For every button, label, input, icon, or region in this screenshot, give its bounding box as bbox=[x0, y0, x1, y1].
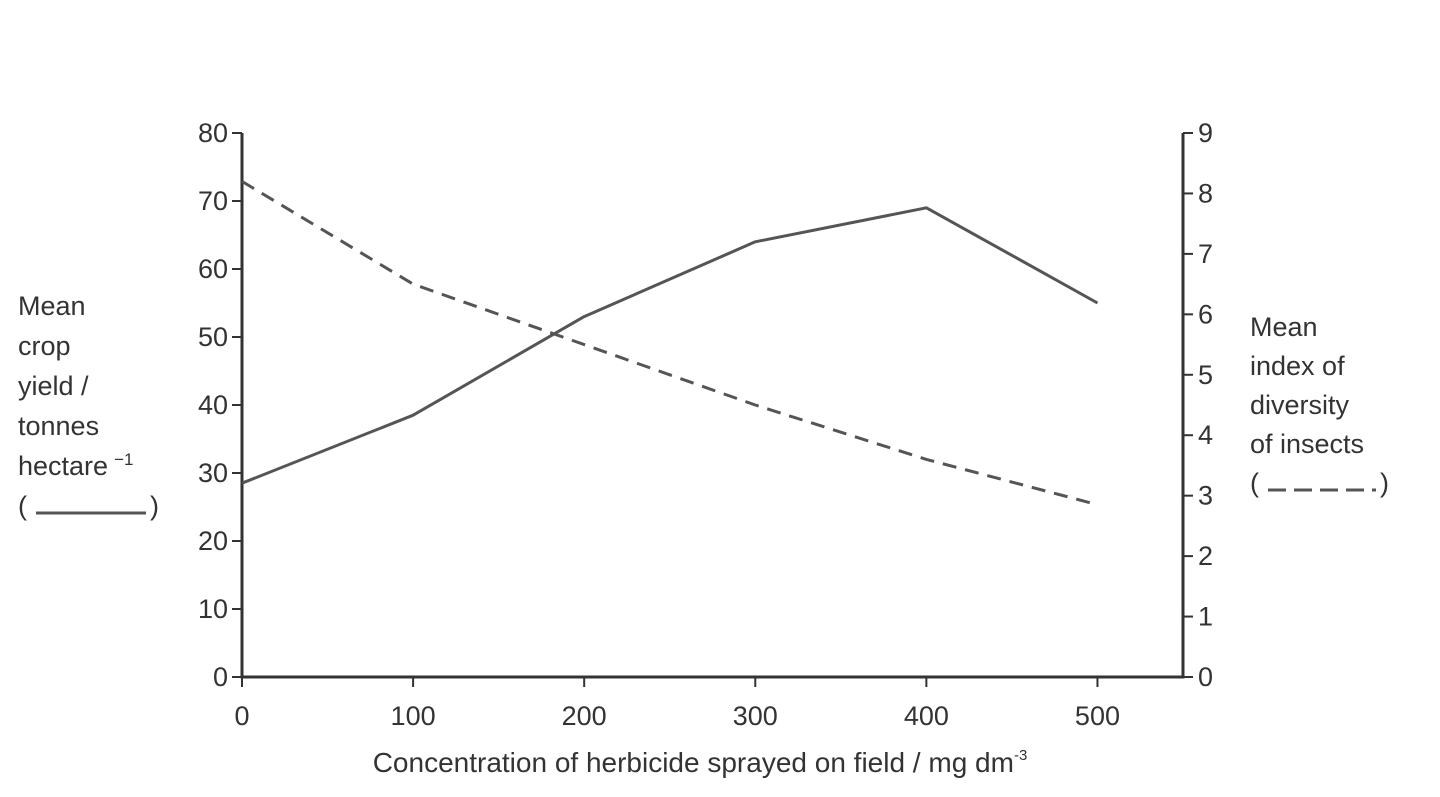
left-y-tick-label: 20 bbox=[198, 526, 228, 556]
right-y-title-line: diversity bbox=[1250, 390, 1350, 420]
right-y-title-line: ( bbox=[1250, 468, 1259, 498]
right-y-tick-label: 7 bbox=[1198, 239, 1213, 269]
right-y-tick-label: 2 bbox=[1198, 541, 1213, 571]
x-tick-label: 300 bbox=[733, 701, 778, 731]
left-y-title-line: tonnes bbox=[18, 411, 99, 441]
left-y-title-line: Mean bbox=[18, 291, 86, 321]
axes: 0 10 20 30 40 50 60 70 80 0 1 2 3 4 5 6 7 8 9 0 100 200 300 400… bbox=[198, 118, 1213, 731]
series-group bbox=[241, 180, 1099, 507]
insect-diversity-line bbox=[241, 180, 1098, 507]
left-y-tick-label: 60 bbox=[198, 254, 228, 284]
right-y-title-close-paren: ) bbox=[1380, 468, 1389, 498]
x-tick-label: 0 bbox=[234, 701, 249, 731]
right-y-tick-label: 1 bbox=[1198, 602, 1213, 632]
right-y-tick-label: 8 bbox=[1198, 178, 1213, 208]
left-y-title-close-paren: ) bbox=[150, 491, 159, 521]
left-y-title-line: yield / bbox=[18, 371, 89, 401]
x-tick-label: 500 bbox=[1075, 701, 1120, 731]
right-y-title-line: index of bbox=[1250, 351, 1345, 381]
left-y-tick-label: 0 bbox=[213, 662, 228, 692]
right-y-title-line: Mean bbox=[1250, 312, 1318, 342]
axis-titles: Concentration of herbicide sprayed on fi… bbox=[18, 291, 1389, 778]
left-y-tick-label: 80 bbox=[198, 118, 228, 148]
right-y-tick-label: 9 bbox=[1198, 118, 1213, 148]
left-y-tick-label: 10 bbox=[198, 594, 228, 624]
left-y-tick-label: 50 bbox=[198, 322, 228, 352]
x-tick-label: 100 bbox=[391, 701, 436, 731]
left-y-title-line: hectare −1 bbox=[18, 450, 133, 481]
right-y-title-line: of insects bbox=[1250, 429, 1364, 459]
right-y-tick-label: 0 bbox=[1198, 662, 1213, 692]
x-axis-title-superscript: -3 bbox=[1014, 747, 1027, 764]
left-y-title-line: crop bbox=[18, 331, 71, 361]
left-y-title-line: ( bbox=[18, 491, 27, 521]
right-y-tick-label: 6 bbox=[1198, 299, 1213, 329]
x-axis-title: Concentration of herbicide sprayed on fi… bbox=[373, 747, 1028, 778]
left-y-tick-label: 40 bbox=[198, 390, 228, 420]
left-y-tick-label: 30 bbox=[198, 458, 228, 488]
right-y-tick-label: 5 bbox=[1198, 360, 1213, 390]
left-y-tick-label: 70 bbox=[198, 186, 228, 216]
left-y-title-superscript: −1 bbox=[114, 450, 133, 469]
x-tick-label: 400 bbox=[904, 701, 949, 731]
right-y-tick-label: 4 bbox=[1198, 420, 1213, 450]
x-tick-label: 200 bbox=[562, 701, 607, 731]
crop-yield-line bbox=[241, 206, 1099, 485]
right-y-tick-label: 3 bbox=[1198, 481, 1213, 511]
